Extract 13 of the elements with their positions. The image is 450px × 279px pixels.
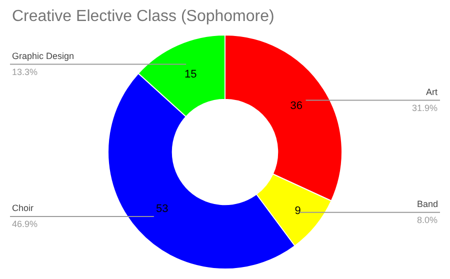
slice-label: Band bbox=[417, 199, 438, 209]
text: 13.3% bbox=[12, 67, 38, 77]
chart-title: Creative Elective Class (Sophomore) bbox=[12, 8, 274, 25]
data-label: 36 bbox=[290, 100, 303, 112]
text: 31.9% bbox=[412, 103, 438, 113]
data-label: 9 bbox=[294, 205, 301, 218]
text: 46.9% bbox=[12, 219, 38, 229]
text: 8.0% bbox=[417, 215, 438, 225]
slice-label: Art bbox=[426, 87, 438, 97]
data-label: 15 bbox=[184, 68, 197, 80]
slice-label: Choir bbox=[12, 203, 34, 213]
slice-label: Graphic Design bbox=[12, 51, 74, 61]
data-label: 53 bbox=[156, 202, 168, 215]
